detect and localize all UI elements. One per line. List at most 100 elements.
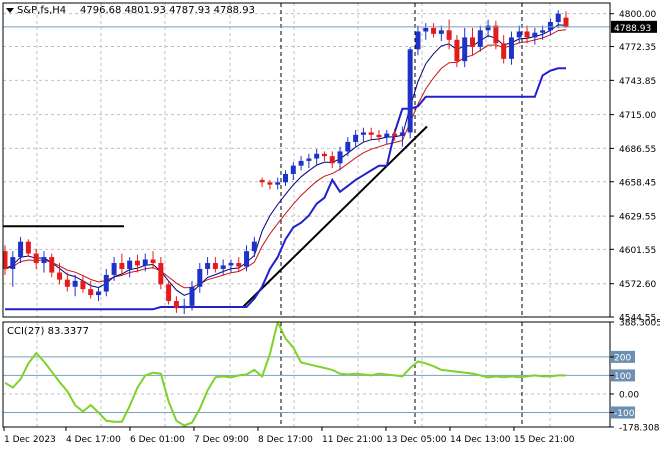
- cci-tick-label: 0.00: [619, 390, 639, 400]
- candle-body: [150, 259, 156, 264]
- y-tick-label: 4658.45: [619, 178, 656, 188]
- chart-title: S&P,fs,H4: [17, 5, 66, 16]
- cci-tick-label: 100: [614, 372, 631, 382]
- y-tick-label: 4800.00: [619, 10, 656, 20]
- candle-body: [501, 43, 507, 59]
- candle-body: [57, 272, 63, 280]
- candle-body: [306, 158, 312, 161]
- candle-body: [290, 165, 296, 174]
- candle-body: [189, 286, 195, 306]
- candle-body: [111, 263, 117, 275]
- candle-body: [376, 134, 382, 138]
- candle-body: [477, 30, 483, 47]
- ma-fast-line: [4, 24, 567, 296]
- candle-body: [423, 27, 429, 32]
- candle-body: [392, 133, 398, 136]
- candle-body: [516, 31, 522, 38]
- cci-frame: [2, 321, 611, 428]
- candle-body: [25, 241, 31, 254]
- candle-body: [181, 305, 187, 309]
- trend-line: [242, 125, 428, 308]
- candle-body: [96, 291, 101, 296]
- cci-tick-label: 388.3005: [619, 319, 660, 329]
- candle-body: [329, 156, 335, 164]
- candle-body: [563, 17, 569, 27]
- ma-slow-line: [4, 29, 567, 289]
- y-tick-label: 4743.85: [619, 77, 656, 87]
- candle-body: [524, 31, 530, 38]
- candle-body: [158, 263, 164, 285]
- candle-body: [337, 151, 343, 164]
- price-tag: [611, 20, 657, 33]
- price-tag-label: 4788.93: [614, 24, 651, 34]
- cci-level-tag: [611, 350, 635, 363]
- candle-body: [485, 25, 491, 31]
- ohlc-readout: 4796.68 4801.93 4787.93 4788.93: [80, 5, 255, 16]
- candle-body: [399, 132, 405, 136]
- cci-title: CCI(27) 83.3377: [7, 326, 89, 337]
- chevron-down-icon[interactable]: [6, 8, 14, 13]
- y-tick-label: 4544.55: [619, 314, 656, 324]
- y-tick-label: 4629.55: [619, 213, 656, 223]
- x-tick-label: 1 Dec 2023: [4, 435, 56, 445]
- candle-body: [407, 49, 413, 133]
- x-tick-label: 6 Dec 01:00: [130, 435, 185, 445]
- candle-body: [212, 263, 218, 269]
- candle-body: [267, 182, 273, 185]
- candle-body: [3, 251, 8, 269]
- candle-body: [244, 251, 250, 267]
- candle-body: [368, 132, 374, 135]
- candle-body: [166, 284, 172, 302]
- candle-body: [493, 25, 499, 44]
- x-tick-label: 8 Dec 17:00: [258, 435, 313, 445]
- cci-plot: [4, 322, 566, 427]
- candle-body: [547, 21, 553, 31]
- candle-body: [127, 260, 133, 269]
- candle-body: [470, 37, 475, 47]
- candle-body: [228, 263, 234, 266]
- candle-body: [33, 253, 39, 264]
- main-frame: [2, 2, 611, 318]
- x-tick-label: 13 Dec 05:00: [386, 435, 447, 445]
- candle-body: [438, 30, 444, 34]
- candle-body: [18, 241, 24, 258]
- candle-body: [275, 182, 281, 185]
- y-tick-label: 4686.55: [619, 145, 656, 155]
- candle-body: [259, 179, 265, 183]
- candle-body: [197, 268, 203, 287]
- candle-body: [72, 280, 78, 287]
- candle-body: [119, 263, 125, 269]
- candle-body: [236, 263, 242, 267]
- x-tick-label: 15 Dec 21:00: [514, 435, 575, 445]
- y-tick-label: 4772.35: [619, 43, 656, 53]
- candle-body: [555, 13, 561, 22]
- candle-body: [454, 39, 460, 62]
- candle-body: [321, 153, 327, 157]
- cci-level-tag: [611, 369, 635, 382]
- candle-body: [508, 37, 514, 59]
- candle-body: [298, 160, 304, 166]
- x-tick-label: 14 Dec 13:00: [450, 435, 511, 445]
- candle-body: [345, 141, 351, 152]
- candle-body: [64, 279, 70, 287]
- candle-body: [431, 27, 437, 34]
- candle-body: [103, 274, 109, 292]
- x-tick-label: 11 Dec 21:00: [322, 435, 383, 445]
- x-tick-label: 7 Dec 09:00: [194, 435, 249, 445]
- cci-tick-label: -178.3083: [619, 424, 660, 434]
- candle-body: [49, 257, 55, 273]
- candle-body: [283, 173, 288, 183]
- candle-body: [142, 259, 148, 266]
- candle-body: [384, 133, 390, 138]
- candle-body: [205, 263, 211, 269]
- cci-tick-label: 200: [614, 353, 631, 363]
- candle-body: [360, 132, 366, 135]
- candle-body: [88, 289, 94, 296]
- candle-body: [446, 30, 452, 40]
- cci-level-tag: [611, 406, 635, 419]
- cci-tick-label: -100: [614, 409, 635, 419]
- y-tick-label: 4572.60: [619, 280, 656, 290]
- candle-body: [540, 30, 546, 33]
